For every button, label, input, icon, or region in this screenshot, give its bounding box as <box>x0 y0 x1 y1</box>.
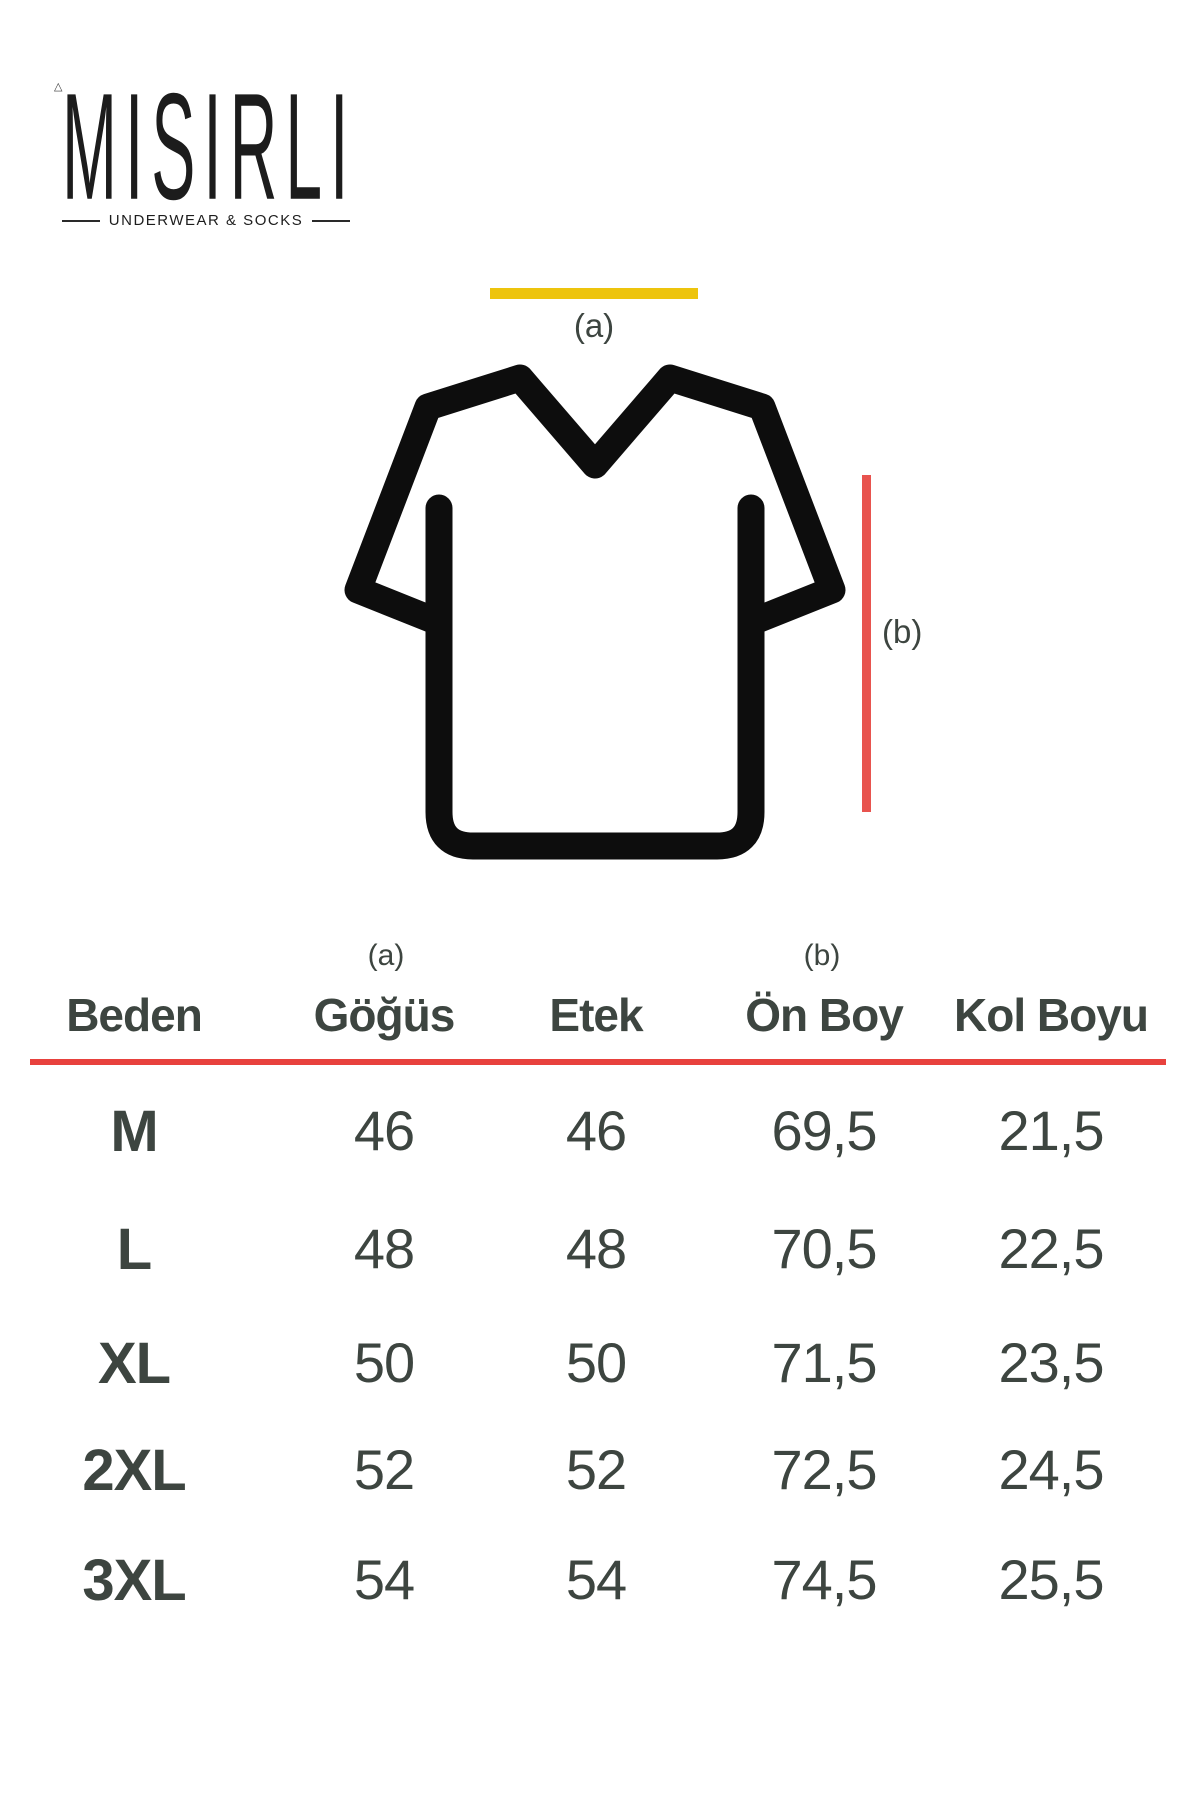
kol-boyu-value: 23,5 <box>998 1331 1105 1394</box>
etek-value: 50 <box>565 1331 627 1394</box>
header-etek: Etek <box>549 989 643 1041</box>
kol-boyu-value: 21,5 <box>998 1099 1105 1162</box>
gogus-value: 46 <box>353 1099 415 1162</box>
etek-value: 46 <box>565 1099 627 1162</box>
col-sublabel-b: (b) <box>803 939 841 972</box>
tagline-text: UNDERWEAR & SOCKS <box>108 212 304 229</box>
gogus-value: 52 <box>353 1438 415 1501</box>
size-label: 3XL <box>82 1548 186 1613</box>
on-boy-value: 70,5 <box>771 1217 878 1280</box>
etek-value: 48 <box>565 1217 627 1280</box>
on-boy-value: 71,5 <box>771 1331 878 1394</box>
length-measure-line <box>862 475 871 812</box>
brand-name: MISIRLI <box>62 60 357 231</box>
table-header-row: Beden Göğüs Etek Ön Boy Kol Boyu <box>0 990 1200 1040</box>
gogus-value: 50 <box>353 1331 415 1394</box>
on-boy-value: 72,5 <box>771 1438 878 1501</box>
header-kol-boyu: Kol Boyu <box>954 989 1149 1041</box>
size-label: XL <box>97 1331 171 1396</box>
length-measure-label: (b) <box>882 613 923 650</box>
table-row: XL 50 50 71,5 23,5 <box>0 1331 1200 1396</box>
table-row: L 48 48 70,5 22,5 <box>0 1217 1200 1282</box>
etek-value: 52 <box>565 1438 627 1501</box>
kol-boyu-value: 24,5 <box>998 1438 1105 1501</box>
size-label: 2XL <box>82 1438 186 1503</box>
size-label: L <box>116 1217 152 1282</box>
col-sublabel-a: (a) <box>367 939 405 972</box>
header-gogus: Göğüs <box>313 989 456 1041</box>
kol-boyu-value: 25,5 <box>998 1548 1105 1611</box>
width-measure-line <box>490 288 698 299</box>
triangle-mark-icon: △ <box>54 81 63 93</box>
tshirt-icon <box>344 364 846 860</box>
brand-tagline: UNDERWEAR & SOCKS <box>62 212 350 229</box>
on-boy-value: 74,5 <box>771 1548 878 1611</box>
tagline-right-rule <box>312 219 350 222</box>
header-on-boy: Ön Boy <box>745 989 904 1041</box>
width-measure-label: (a) <box>573 307 615 344</box>
header-beden: Beden <box>66 989 203 1041</box>
on-boy-value: 69,5 <box>771 1099 878 1162</box>
gogus-value: 54 <box>353 1548 415 1611</box>
tagline-left-rule <box>62 219 100 222</box>
size-label: M <box>110 1099 158 1164</box>
table-row: M 46 46 69,5 21,5 <box>0 1099 1200 1164</box>
table-row: 3XL 54 54 74,5 25,5 <box>0 1548 1200 1613</box>
etek-value: 54 <box>565 1548 627 1611</box>
table-row: 2XL 52 52 72,5 24,5 <box>0 1438 1200 1503</box>
header-divider-rule <box>30 1059 1166 1065</box>
kol-boyu-value: 22,5 <box>998 1217 1105 1280</box>
gogus-value: 48 <box>353 1217 415 1280</box>
